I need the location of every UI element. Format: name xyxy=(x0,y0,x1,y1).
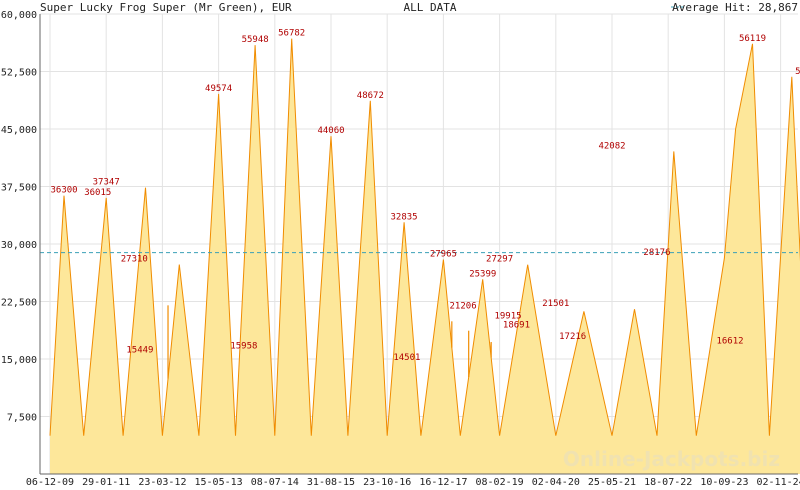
y-tick-label-7: 60,000 xyxy=(1,10,37,21)
x-tick-labels: 06-12-09 29-01-11 23-03-12 15-05-13 08-07-14… xyxy=(26,477,800,488)
peak-label-1: 36015 xyxy=(84,188,111,198)
peak-label-8: 56782 xyxy=(278,29,305,39)
y-tick-label-1: 15,000 xyxy=(1,355,37,366)
y-tick-label-4: 37,500 xyxy=(1,183,37,194)
spike-layer xyxy=(167,305,492,379)
peak-label-15: 25399 xyxy=(469,269,496,279)
peak-label-2: 37347 xyxy=(93,178,120,188)
x-tick-label-6: 23-10-16 xyxy=(363,477,411,488)
x-tick-label-4: 08-07-14 xyxy=(251,477,299,488)
y-tick-label-0: 7,500 xyxy=(7,413,37,424)
peak-label-21: 42082 xyxy=(598,141,625,151)
x-tick-label-2: 23-03-12 xyxy=(138,477,186,488)
x-tick-label-9: 02-04-20 xyxy=(532,477,580,488)
peak-label-5: 49574 xyxy=(205,84,232,94)
peak-label-24: 16612 xyxy=(716,337,743,347)
x-tick-label-11: 18-07-22 xyxy=(644,477,692,488)
area-layer xyxy=(49,38,800,474)
y-tick-label-5: 45,000 xyxy=(1,125,37,136)
y-tick-label-6: 52,500 xyxy=(1,68,37,79)
series-line xyxy=(49,38,800,436)
peak-label-18: 18691 xyxy=(503,321,530,331)
area-fill xyxy=(50,38,800,474)
x-tick-label-0: 06-12-09 xyxy=(26,477,74,488)
x-tick-label-10: 25-05-21 xyxy=(588,477,636,488)
peak-label-25: 51806 xyxy=(795,67,800,77)
peak-label-16: 21206 xyxy=(450,301,477,311)
peak-label-0: 36300 xyxy=(51,186,78,196)
x-tick-label-7: 16-12-17 xyxy=(419,477,467,488)
chart-title: Super Lucky Frog Super (Mr Green), EUR xyxy=(40,1,292,14)
y-tick-labels: 7,500 15,000 22,500 30,000 37,500 45,000 52,50… xyxy=(1,10,37,424)
peak-label-10: 48672 xyxy=(357,91,384,101)
x-tick-label-1: 29-01-11 xyxy=(82,477,130,488)
peak-label-4: 15449 xyxy=(126,346,153,356)
peak-label-11: 32835 xyxy=(391,212,418,222)
peak-label-7: 15958 xyxy=(230,342,257,352)
peak-label-12: 27965 xyxy=(430,250,457,260)
peak-label-13: 14501 xyxy=(393,353,420,363)
peak-label-14: 27297 xyxy=(486,255,513,265)
peak-label-23: 56119 xyxy=(739,34,766,44)
x-tick-label-3: 15-05-13 xyxy=(195,477,243,488)
peak-label-22: 28176 xyxy=(643,248,670,258)
peak-label-3: 27310 xyxy=(121,255,148,265)
average-legend-label: Average Hit: 28,867 xyxy=(672,1,798,14)
peak-label-19: 21501 xyxy=(542,299,569,309)
x-tick-label-13: 02-11-24 xyxy=(757,477,800,488)
peak-label-6: 55948 xyxy=(242,35,269,45)
peak-label-9: 44060 xyxy=(317,126,344,136)
y-tick-label-3: 30,000 xyxy=(1,240,37,251)
range-label: ALL DATA xyxy=(404,1,457,14)
watermark: Online-Jackpots.biz xyxy=(563,447,780,471)
peak-label-20: 17216 xyxy=(559,332,586,342)
y-tick-label-2: 22,500 xyxy=(1,298,37,309)
x-tick-label-12: 10-09-23 xyxy=(700,477,748,488)
x-tick-label-5: 31-08-15 xyxy=(307,477,355,488)
x-tick-label-8: 08-02-19 xyxy=(476,477,524,488)
peak-label-17: 19915 xyxy=(494,311,521,321)
